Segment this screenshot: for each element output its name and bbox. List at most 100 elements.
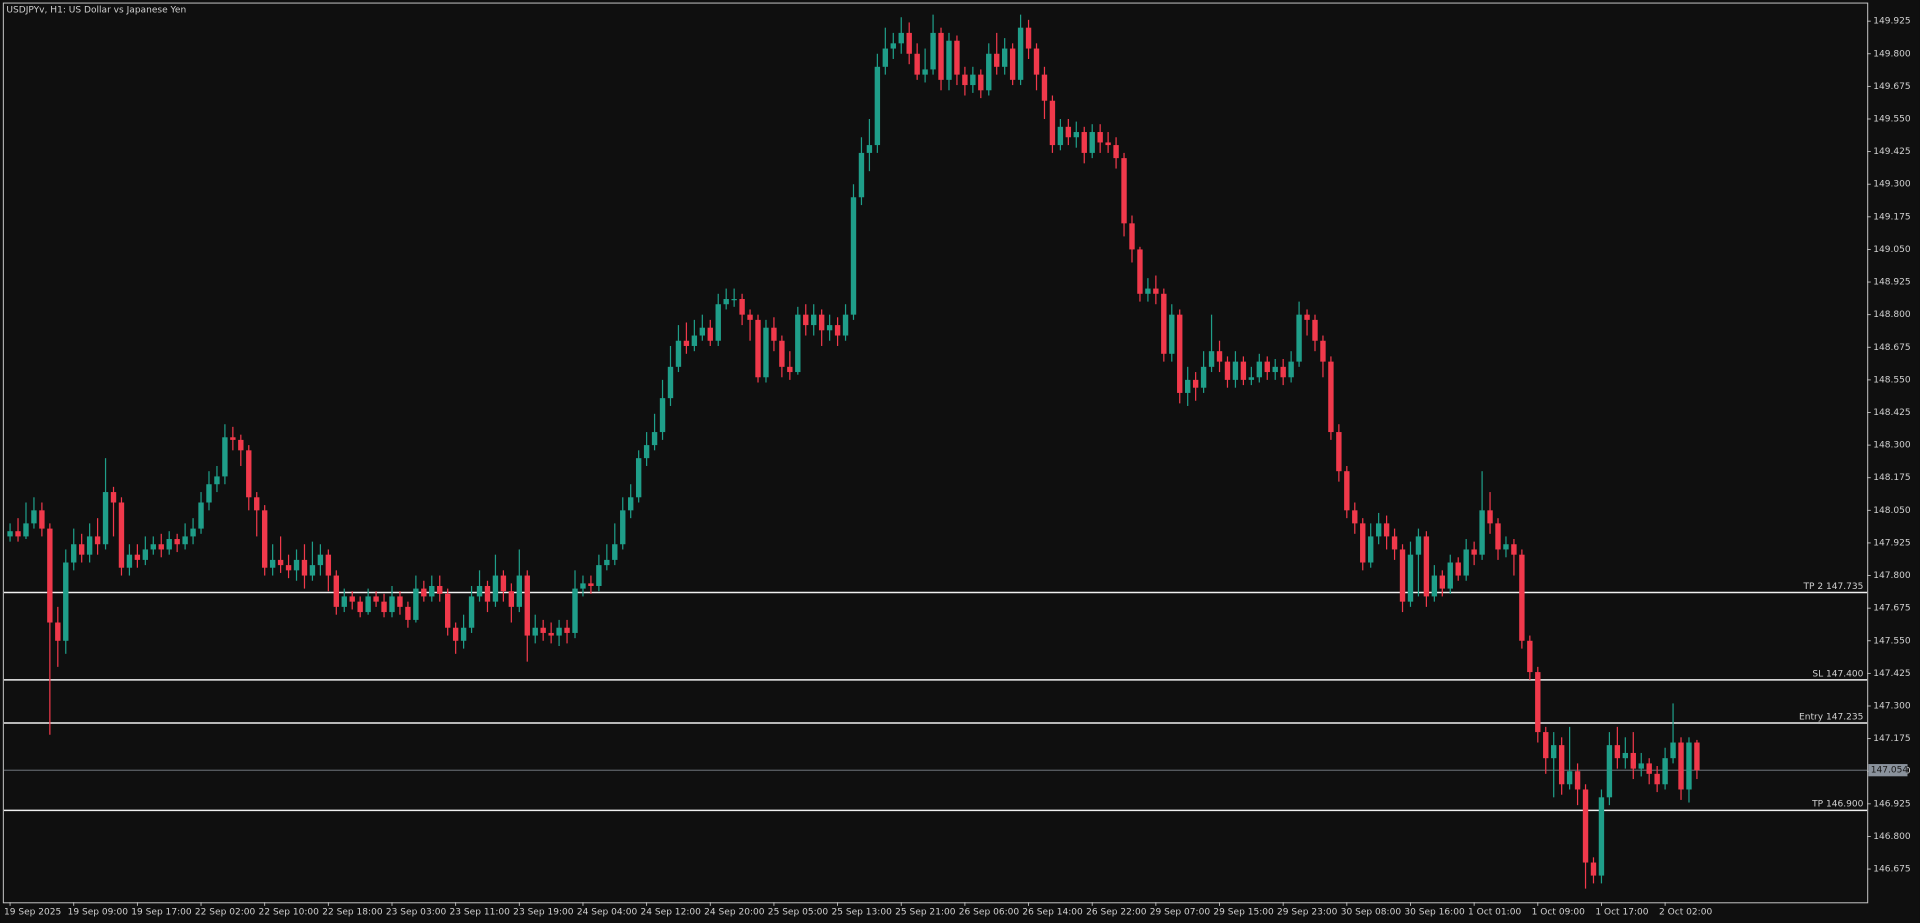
candle-body [962,74,968,86]
candle-body [723,299,729,305]
x-tick-label: 29 Sep 15:00 [1213,907,1274,917]
candle-body [524,575,530,636]
y-tick-label: 149.800 [1873,49,1911,59]
candle-body [341,596,347,607]
candle-body [620,510,626,545]
x-tick-label: 22 Sep 10:00 [259,907,320,917]
candle-body [230,437,236,440]
candle-body [1670,742,1676,759]
candle-body [1153,288,1159,294]
y-tick-label: 148.675 [1873,343,1910,353]
candle-body [1487,510,1493,524]
candle-body [293,559,300,571]
candle-body [349,596,355,602]
candle-body [1288,361,1294,378]
candle-body [206,484,212,503]
x-tick-label: 30 Sep 16:00 [1404,907,1465,917]
candle-body [604,559,610,566]
y-tick-label: 149.175 [1873,212,1910,222]
candle-body [1646,763,1652,774]
candle-body [429,585,435,597]
candle-body [381,601,387,613]
candle-body [994,53,1000,67]
candle-body [397,596,403,607]
candle-body [612,544,618,560]
x-tick-label: 2 Oct 02:00 [1659,907,1712,917]
candle-body [413,588,419,620]
candle-body [1057,126,1064,146]
candle-body [874,66,881,146]
candle-body [1368,536,1374,563]
x-tick-label: 24 Sep 04:00 [577,907,638,917]
candle-body [588,583,594,586]
candle-body [1272,366,1278,373]
y-tick-label: 146.800 [1873,832,1911,842]
y-tick-label: 147.675 [1873,604,1910,614]
candle-body [1264,361,1270,373]
candle-body [1423,536,1430,597]
x-tick-label: 22 Sep 18:00 [322,907,383,917]
candle-body [970,74,976,86]
candle-body [1431,575,1438,597]
candle-body [158,544,164,550]
plot-frame [2,2,1869,904]
candle-body [986,53,992,91]
candle-body [715,304,721,341]
y-tick-label: 146.925 [1873,799,1910,809]
candle-body [1328,361,1334,433]
candle-body [1121,158,1127,224]
candle-body [1383,523,1390,537]
candle-body [102,492,109,545]
candle-body [1216,351,1223,362]
candle-body [1137,249,1143,294]
y-tick-label: 148.050 [1873,506,1911,516]
candle-body [739,299,745,315]
candle-body [1232,361,1239,380]
y-tick-label: 147.550 [1873,636,1911,646]
chart-title: USDJPYv, H1: US Dollar vs Japanese Yen [6,5,186,15]
candle-body [1694,742,1700,771]
candle-body [1336,432,1342,472]
x-tick-label: 24 Sep 12:00 [641,907,702,917]
candle-body [596,565,602,586]
candle-body [1017,27,1024,80]
candle-body [1598,797,1605,876]
candle-body [1105,142,1111,146]
x-tick-label: 23 Sep 19:00 [513,907,574,917]
candle-body [1678,742,1684,790]
candle-body [667,366,674,399]
candle-body [150,544,156,550]
candle-body [1375,523,1382,537]
candle-body [445,593,451,628]
candle-body [1471,549,1477,555]
x-tick-label: 29 Sep 07:00 [1150,907,1211,917]
candle-body [31,510,37,524]
candle-body [508,591,515,607]
candle-body [23,523,29,537]
candle-body [1662,758,1668,785]
candle-body [1089,132,1095,153]
candle-body [325,554,332,576]
candle-body [731,299,737,301]
candle-body [675,340,682,367]
candle-body [914,53,920,75]
candle-body [747,314,753,320]
candle-body [468,596,475,628]
y-tick-label: 148.925 [1873,278,1910,288]
y-tick-label: 147.175 [1873,734,1910,744]
candle-body [803,314,809,326]
candle-body [15,531,21,537]
x-tick-label: 25 Sep 05:00 [768,907,829,917]
x-tick-label: 19 Sep 2025 [4,907,61,917]
candle-body [1001,48,1008,67]
candle-body [437,585,443,594]
candle-body [476,585,483,597]
level-label: TP 146.900 [1811,800,1864,810]
candle-body [1407,554,1414,602]
candle-body [190,528,196,537]
candle-body [78,544,85,555]
candle-body [1304,314,1310,320]
candle-body [484,585,491,602]
candle-body [1614,745,1621,759]
